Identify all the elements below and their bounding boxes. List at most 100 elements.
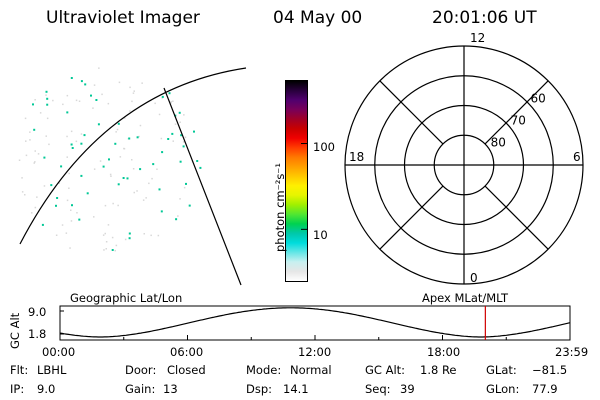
- polar-lat-label-60: 60: [531, 91, 546, 105]
- image-pixel: [48, 143, 50, 146]
- image-pixel: [36, 196, 38, 198]
- geographic-latitude-arc: [19, 67, 247, 245]
- image-pixel: [34, 99, 36, 101]
- image-pixel: [167, 138, 170, 140]
- image-pixel: [183, 114, 185, 116]
- image-pixel: [157, 234, 160, 237]
- strip-left-title: Geographic Lat/Lon: [70, 291, 183, 305]
- image-pixel: [154, 102, 156, 105]
- image-pixel: [29, 139, 31, 141]
- image-pixel: [114, 249, 116, 252]
- image-pixel: [104, 204, 107, 207]
- polar-diagonal-3: [379, 80, 444, 145]
- polar-mlt-label-12: 12: [470, 31, 485, 45]
- image-pixel: [138, 135, 140, 138]
- image-pixel: [62, 103, 64, 106]
- image-pixel: [139, 168, 142, 171]
- altitude-curve: [59, 307, 571, 338]
- status-door-value: Closed: [167, 363, 206, 377]
- image-pixel: [70, 209, 72, 211]
- image-pixel: [142, 199, 145, 201]
- image-pixel: [37, 153, 40, 155]
- image-pixel: [24, 117, 27, 120]
- image-pixel: [66, 199, 69, 202]
- image-pixel: [78, 218, 81, 221]
- image-pixel: [66, 94, 69, 97]
- image-pixel: [25, 154, 28, 157]
- polar-diagonal-0: [484, 185, 549, 250]
- image-pixel: [21, 191, 24, 193]
- strip-x-tick-1: 06:00: [170, 345, 204, 359]
- image-pixel: [175, 218, 178, 221]
- image-pixel: [55, 204, 57, 207]
- image-pixel: [71, 204, 73, 207]
- status-glon-value: 77.9: [532, 382, 558, 396]
- status-ip-value: 9.0: [37, 382, 56, 396]
- image-pixel: [136, 136, 139, 139]
- image-pixel: [34, 161, 36, 163]
- status-glat-key: GLat:: [486, 363, 517, 377]
- image-pixel: [102, 234, 105, 236]
- status-door-key: Door:: [125, 363, 157, 377]
- strip-y-tick-9: 9.0: [28, 305, 47, 319]
- image-pixel: [117, 183, 120, 186]
- status-mode-value: Normal: [290, 363, 332, 377]
- image-pixel: [45, 94, 47, 96]
- image-pixel: [80, 133, 83, 135]
- image-pixel: [65, 232, 68, 234]
- image-pixel: [34, 150, 36, 152]
- image-pixel: [199, 166, 202, 169]
- image-pixel: [180, 134, 183, 137]
- image-pixel: [158, 188, 161, 191]
- image-pixel: [143, 233, 145, 235]
- image-pixel: [126, 177, 129, 180]
- polar-lat-label-70: 70: [511, 113, 526, 127]
- image-pixel: [29, 131, 31, 133]
- image-pixel: [50, 184, 53, 187]
- image-pixel: [70, 220, 73, 222]
- image-pixel: [179, 121, 181, 123]
- image-pixel: [43, 185, 46, 187]
- image-pixel: [31, 212, 33, 214]
- image-pixel: [132, 92, 135, 94]
- image-pixel: [80, 80, 83, 83]
- image-pixel: [111, 249, 114, 251]
- image-pixel: [115, 244, 118, 247]
- image-pixel: [93, 84, 96, 86]
- image-pixel: [18, 159, 21, 161]
- image-pixel: [174, 123, 177, 125]
- image-pixel: [133, 90, 135, 92]
- status-gcalt-value: 1.8 Re: [420, 363, 457, 377]
- image-pixel: [117, 122, 120, 125]
- image-pixel: [46, 117, 49, 120]
- image-pixel: [58, 182, 60, 184]
- colorbar-tick-label-10: 10: [313, 228, 328, 242]
- status-seq-key: Seq:: [365, 382, 391, 396]
- image-pixel: [110, 175, 112, 177]
- image-pixel: [170, 100, 172, 103]
- image-pixel: [182, 145, 185, 148]
- image-pixel: [107, 224, 110, 226]
- status-seq-value: 39: [400, 382, 415, 396]
- image-pixel: [124, 117, 126, 119]
- image-pixel: [109, 173, 112, 176]
- image-pixel: [128, 232, 131, 235]
- image-pixel: [70, 143, 73, 146]
- status-gain-value: 13: [163, 382, 178, 396]
- image-pixel: [95, 99, 98, 101]
- image-pixel: [71, 147, 74, 149]
- image-pixel: [66, 156, 68, 158]
- strip-x-tick-0: 00:00: [42, 345, 76, 359]
- image-pixel: [25, 140, 27, 142]
- status-gain-key: Gain:: [125, 382, 156, 396]
- image-pixel: [131, 159, 133, 161]
- colorbar-tick-label-100: 100: [313, 140, 335, 154]
- image-pixel: [70, 77, 73, 79]
- image-pixel: [172, 100, 174, 102]
- image-pixel: [90, 94, 92, 97]
- image-pixel: [150, 234, 152, 237]
- image-pixel: [105, 248, 107, 250]
- image-pixel: [118, 81, 121, 84]
- image-pixel: [133, 191, 135, 194]
- image-pixel: [45, 135, 47, 137]
